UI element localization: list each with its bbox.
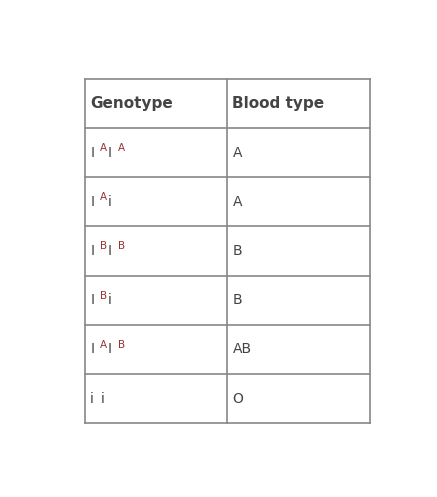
Text: I: I	[90, 244, 94, 258]
Text: B: B	[118, 242, 125, 251]
Text: i: i	[108, 293, 112, 307]
Text: AB: AB	[232, 342, 252, 356]
Text: i: i	[90, 392, 94, 406]
Text: B: B	[232, 244, 242, 258]
Text: I: I	[90, 195, 94, 209]
Text: A: A	[118, 143, 125, 153]
Text: I: I	[90, 293, 94, 307]
Text: Genotype: Genotype	[90, 96, 173, 111]
Text: I: I	[108, 146, 112, 160]
Text: O: O	[232, 392, 243, 406]
Text: B: B	[118, 340, 125, 350]
Text: I: I	[90, 342, 94, 356]
Text: B: B	[101, 291, 108, 301]
Text: A: A	[101, 143, 108, 153]
Text: A: A	[101, 340, 108, 350]
Text: i: i	[108, 195, 112, 209]
Text: B: B	[232, 293, 242, 307]
Text: B: B	[101, 242, 108, 251]
Text: I: I	[90, 146, 94, 160]
Text: I: I	[108, 244, 112, 258]
Text: I: I	[108, 342, 112, 356]
Text: A: A	[232, 195, 242, 209]
Text: A: A	[232, 146, 242, 160]
Text: Blood type: Blood type	[232, 96, 325, 111]
Text: A: A	[101, 192, 108, 202]
Text: i: i	[101, 392, 104, 406]
